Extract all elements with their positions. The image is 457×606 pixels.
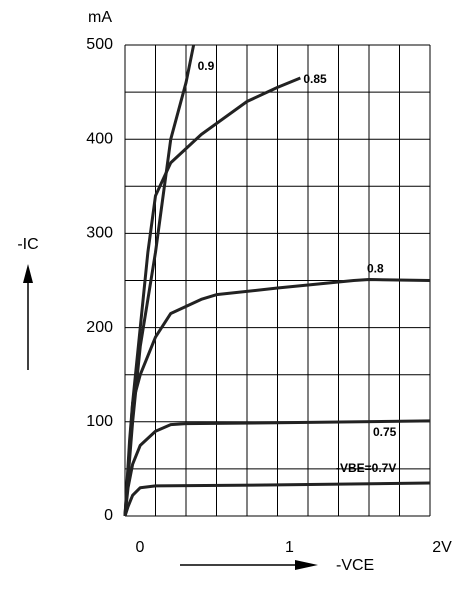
y-axis-label: -IC bbox=[17, 236, 38, 253]
series-label: 0.75 bbox=[373, 425, 397, 439]
series-line bbox=[123, 419, 431, 517]
x-axis-label: -VCE bbox=[336, 557, 374, 574]
series-label: 0.85 bbox=[303, 72, 327, 86]
series-label: 0.9 bbox=[198, 59, 215, 73]
y-tick-label: 100 bbox=[86, 413, 113, 430]
series-line bbox=[123, 44, 196, 517]
series-line bbox=[123, 481, 431, 517]
y-tick-label: 200 bbox=[86, 319, 113, 336]
y-tick-label: 300 bbox=[86, 225, 113, 242]
y-tick-label: 0 bbox=[104, 507, 113, 524]
x-arrow-head bbox=[295, 560, 318, 570]
y-tick-label: 400 bbox=[86, 130, 113, 147]
x-tick-label: 2V bbox=[432, 539, 452, 556]
x-tick-label: 0 bbox=[136, 539, 145, 556]
series-label: -VBE=0.7V bbox=[336, 461, 396, 475]
x-tick-label: 1 bbox=[285, 539, 294, 556]
series-line bbox=[123, 76, 301, 517]
y-tick-label: 500 bbox=[86, 36, 113, 53]
y-arrow-head bbox=[23, 264, 33, 283]
series-label: 0.8 bbox=[367, 262, 384, 276]
y-unit: mA bbox=[88, 9, 112, 26]
